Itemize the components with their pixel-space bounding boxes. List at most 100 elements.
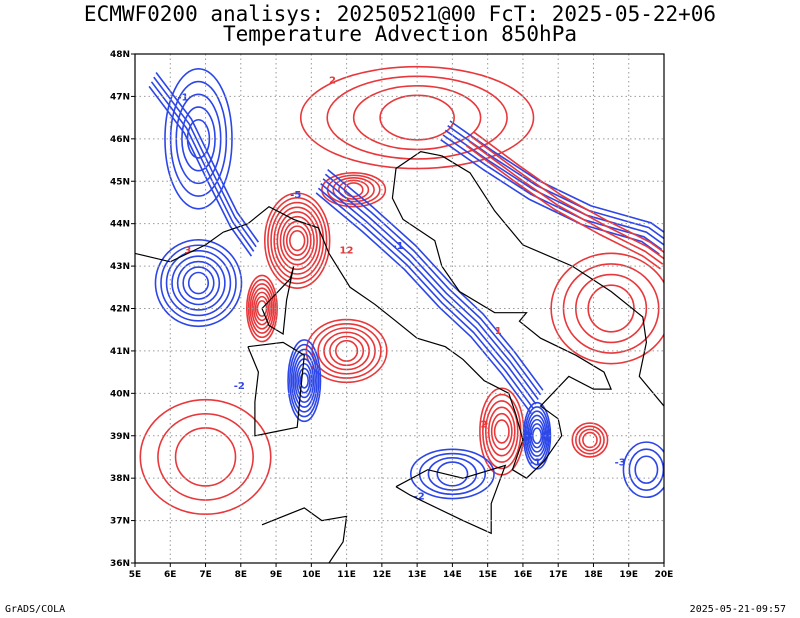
contour-line — [290, 348, 318, 413]
lon-tick-label: 11E — [337, 570, 356, 580]
contour-line — [245, 274, 278, 343]
contour-line — [582, 431, 598, 449]
lon-tick-label: 16E — [514, 570, 533, 580]
contour-line — [468, 140, 664, 265]
lat-tick-label: 43N — [110, 262, 130, 272]
contour-line — [473, 131, 664, 254]
lat-tick-label: 46N — [110, 135, 130, 145]
map-subtitle: Temperature Advection 850hPa — [222, 22, 577, 46]
contour-line — [487, 406, 516, 457]
contour-line — [182, 266, 215, 300]
contour-line — [575, 273, 648, 344]
contour-line — [299, 372, 309, 389]
france-coastline — [135, 231, 224, 263]
contour-label: 2 — [329, 76, 336, 87]
lat-tick-label: 44N — [110, 220, 130, 230]
contour-line — [254, 295, 270, 322]
lat-tick-label: 37N — [110, 517, 130, 527]
lon-tick-label: 8E — [235, 570, 247, 580]
contour-line — [440, 139, 660, 255]
contour-line — [490, 412, 513, 451]
lat-tick-label: 45N — [110, 177, 130, 187]
lat-tick-label: 41N — [110, 347, 130, 357]
lon-tick-label: 19E — [619, 570, 638, 580]
balkan-coastline — [441, 155, 664, 407]
render-timestamp: 2025-05-21-09:57 — [689, 604, 786, 615]
contour-line — [276, 211, 318, 271]
contour-line — [150, 81, 255, 252]
contour-line — [571, 422, 609, 458]
contour-line — [466, 145, 661, 270]
contour-line — [436, 461, 469, 487]
contour-line — [444, 129, 664, 246]
contour-line — [528, 418, 546, 453]
contour-line — [524, 406, 550, 466]
contour-line — [442, 134, 663, 251]
sicily-coastline — [395, 464, 507, 535]
lon-tick-label: 18E — [584, 570, 603, 580]
contour-line — [139, 398, 272, 516]
lat-tick-label: 36N — [110, 559, 130, 569]
contour-line — [299, 65, 535, 170]
contour-line — [148, 85, 253, 257]
contour-line — [449, 120, 664, 234]
lon-tick-label: 5E — [129, 570, 141, 580]
contour-line — [181, 106, 216, 172]
contour-line — [324, 173, 542, 396]
contour-line — [249, 283, 275, 334]
sardinia-coastline — [247, 341, 305, 437]
contour-line — [164, 68, 233, 210]
lat-tick-label: 42N — [110, 305, 130, 315]
lon-tick-label: 20E — [655, 570, 674, 580]
contour-line — [447, 125, 664, 240]
lat-tick-label: 39N — [110, 432, 130, 442]
contour-line — [171, 255, 226, 311]
contour-label: 12 — [340, 245, 354, 256]
contour-line — [165, 249, 232, 317]
contour-line — [327, 168, 544, 391]
contour-line — [634, 455, 659, 484]
contour-line — [267, 197, 328, 285]
contour-label: 2 — [481, 419, 488, 430]
contour-line — [338, 179, 370, 200]
contour-line — [279, 215, 315, 266]
contour-line — [282, 220, 312, 261]
contour-line — [470, 135, 664, 260]
coastlines — [135, 150, 664, 563]
contour-label: -1 — [530, 457, 541, 468]
contour-line — [287, 339, 322, 423]
lon-tick-label: 12E — [373, 570, 392, 580]
contour-line — [320, 182, 537, 405]
contour-label: 1 — [495, 326, 502, 337]
contour-label: -1 — [177, 93, 188, 104]
lat-tick-label: 38N — [110, 474, 130, 484]
contour-line — [575, 425, 605, 455]
contour-line — [155, 72, 260, 243]
lon-tick-label: 17E — [549, 570, 568, 580]
lon-tick-label: 6E — [164, 570, 176, 580]
contour-line — [160, 244, 237, 322]
software-credit: GrADS/COLA — [5, 604, 66, 615]
contour-line — [153, 76, 257, 248]
lat-tick-label: 40N — [110, 389, 130, 399]
lon-tick-label: 10E — [302, 570, 321, 580]
lat-lon-grid — [135, 54, 664, 563]
contour-line — [315, 192, 532, 414]
lon-tick-label: 14E — [443, 570, 462, 580]
contour-label: -1 — [392, 241, 403, 252]
contour-line — [550, 252, 664, 365]
contour-line — [273, 206, 322, 275]
contour-line — [289, 230, 306, 252]
contour-line — [317, 187, 535, 410]
tunisia-coastline — [261, 507, 348, 563]
contour-line — [493, 419, 510, 444]
contour-line — [296, 362, 313, 399]
contour-line — [578, 428, 602, 452]
contour-label: 3 — [184, 245, 191, 256]
advection-contours: -1 -5 12 -1 1 -1 -2 2 2 -3 -2 3 — [139, 65, 664, 516]
longitude-ticks: 5E 6E 7E 8E 9E 10E 11E 12E 13E 14E 15E 16E 17E 18E 19E… — [129, 563, 674, 580]
lat-tick-label: 48N — [110, 50, 130, 60]
contour-label: -2 — [234, 381, 245, 392]
latitude-ticks: 36N 37N 38N 39N 40N 41N 42N 43N 44N 45N 46N 47N 48N — [110, 50, 135, 569]
